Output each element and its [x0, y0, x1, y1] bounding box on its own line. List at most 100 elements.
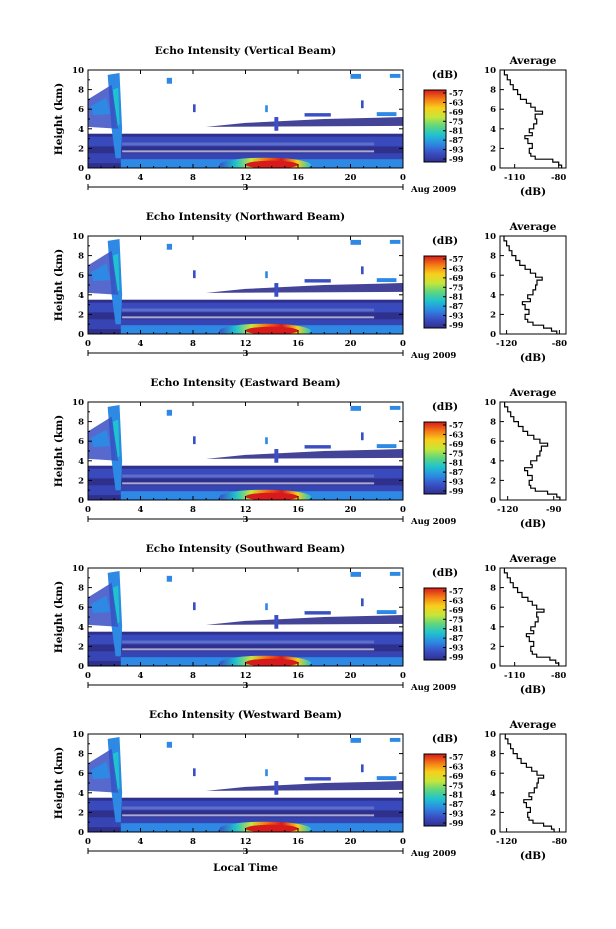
- profile-line: [503, 568, 560, 666]
- colorbar-tick-label: -75: [449, 116, 463, 126]
- profile-line: [503, 236, 558, 334]
- colorbar: [423, 753, 447, 827]
- x-tick-label: 0: [85, 339, 91, 349]
- colorbar-tick-label: -87: [449, 135, 463, 145]
- x-tick-label: 4: [138, 339, 144, 349]
- date-label: Aug 2009: [410, 351, 456, 361]
- profile-x-label: (dB): [520, 518, 546, 530]
- colorbar: [423, 255, 447, 329]
- y-tick-label: 8: [78, 86, 84, 96]
- heatmap-patch: [304, 113, 331, 117]
- panel-title: Echo Intensity (Westward Beam): [149, 709, 342, 721]
- panel-title: Echo Intensity (Vertical Beam): [155, 45, 336, 57]
- profile-y-tick-label: 8: [490, 750, 496, 760]
- profile-y-tick-label: 10: [484, 398, 496, 408]
- heatmap-patch: [389, 571, 401, 576]
- heatmap-patch: [304, 279, 331, 283]
- colorbar-tick-label: -63: [449, 429, 464, 439]
- heatmap: [88, 736, 403, 832]
- heatmap-band-mid: [88, 468, 403, 479]
- profile-y-tick-label: 2: [490, 808, 496, 818]
- x-tick-label: 8: [190, 837, 196, 847]
- x-tick-label: 0: [400, 173, 406, 183]
- x-tick-label: 16: [292, 173, 304, 183]
- y-tick-label: 10: [72, 232, 84, 242]
- colorbar-tick-label: -99: [449, 818, 464, 828]
- y-tick-label: 2: [78, 642, 84, 652]
- colorbar: [423, 421, 447, 495]
- heatmap-upper-layer: [206, 449, 403, 459]
- x-tick-label: 0: [85, 837, 91, 847]
- y-axis-label: Height (km): [53, 581, 65, 653]
- panel-title: Echo Intensity (Northward Beam): [146, 211, 345, 223]
- profile-y-tick-label: 10: [484, 232, 496, 242]
- profile-y-tick-label: 8: [490, 584, 496, 594]
- x-tick-label: 8: [190, 339, 196, 349]
- colorbar-tick-label: -81: [449, 624, 463, 634]
- heatmap-patch: [350, 73, 361, 79]
- x-tick-label: 12: [240, 505, 252, 515]
- heatmap-patch: [166, 741, 172, 748]
- colorbar-unit: (dB): [432, 401, 458, 413]
- profile-y-tick-label: 6: [490, 769, 496, 779]
- profile-y-tick-label: 6: [490, 603, 496, 613]
- y-tick-label: 6: [78, 603, 84, 613]
- colorbar-tick-label: -99: [449, 154, 464, 164]
- heatmap-patch: [166, 575, 172, 582]
- average-title: Average: [509, 553, 557, 565]
- heatmap-patch: [166, 409, 172, 416]
- profile-y-tick-label: 8: [490, 252, 496, 262]
- colorbar-tick-label: -57: [449, 752, 463, 762]
- date-label: Aug 2009: [410, 683, 456, 693]
- x-tick-label: 0: [85, 671, 91, 681]
- colorbar-unit: (dB): [432, 567, 458, 579]
- profile-y-tick-label: 6: [490, 437, 496, 447]
- heatmap-plume-core: [112, 87, 120, 129]
- colorbar-tick-label: -69: [449, 273, 464, 283]
- profile-y-tick-label: 4: [490, 623, 496, 633]
- colorbar-tick-label: -81: [449, 126, 463, 136]
- heatmap-patch: [265, 271, 268, 279]
- x-tick-label: 8: [190, 505, 196, 515]
- heatmap-patch: [350, 239, 361, 245]
- x-tick-label: 0: [400, 339, 406, 349]
- colorbar-tick-label: -75: [449, 614, 463, 624]
- x-tick-label: 4: [138, 837, 144, 847]
- heatmap-patch: [193, 436, 196, 445]
- date-label: Aug 2009: [410, 849, 456, 859]
- profile-y-tick-label: 2: [490, 476, 496, 486]
- date-label: Aug 2009: [410, 185, 456, 195]
- profile-y-tick-label: 0: [490, 828, 496, 838]
- heatmap: [88, 570, 403, 666]
- x-tick-label: 20: [345, 505, 357, 515]
- y-tick-label: 4: [78, 789, 84, 799]
- heatmap-patch: [389, 239, 401, 244]
- profile-y-tick-label: 4: [490, 457, 496, 467]
- colorbar-tick-label: -99: [449, 486, 464, 496]
- y-tick-label: 8: [78, 252, 84, 262]
- heatmap-patch: [304, 611, 331, 615]
- heatmap-patch: [361, 432, 364, 441]
- profile-y-tick-label: 4: [490, 125, 496, 135]
- colorbar-tick-label: -63: [449, 263, 464, 273]
- y-tick-label: 4: [78, 457, 84, 467]
- x-tick-label: 4: [138, 173, 144, 183]
- colorbar-tick-label: -57: [449, 88, 463, 98]
- heatmap-band-mid: [88, 302, 403, 313]
- heatmap-patch: [265, 105, 268, 113]
- colorbar-tick-label: -63: [449, 97, 464, 107]
- colorbar-tick-label: -69: [449, 605, 464, 615]
- colorbar-tick-label: -87: [449, 633, 463, 643]
- heatmap-patch: [361, 266, 364, 275]
- profile-y-tick-label: 2: [490, 310, 496, 320]
- profile-y-tick-label: 2: [490, 642, 496, 652]
- heatmap-band-mid: [88, 136, 403, 147]
- colorbar-tick-label: -81: [449, 790, 463, 800]
- heatmap-patch: [304, 445, 331, 449]
- heatmap-upper-layer: [206, 615, 403, 625]
- date-label: Aug 2009: [410, 517, 456, 527]
- heatmap-patch: [265, 437, 268, 445]
- heatmap-patch: [350, 405, 361, 411]
- heatmap-band-lower: [88, 319, 403, 330]
